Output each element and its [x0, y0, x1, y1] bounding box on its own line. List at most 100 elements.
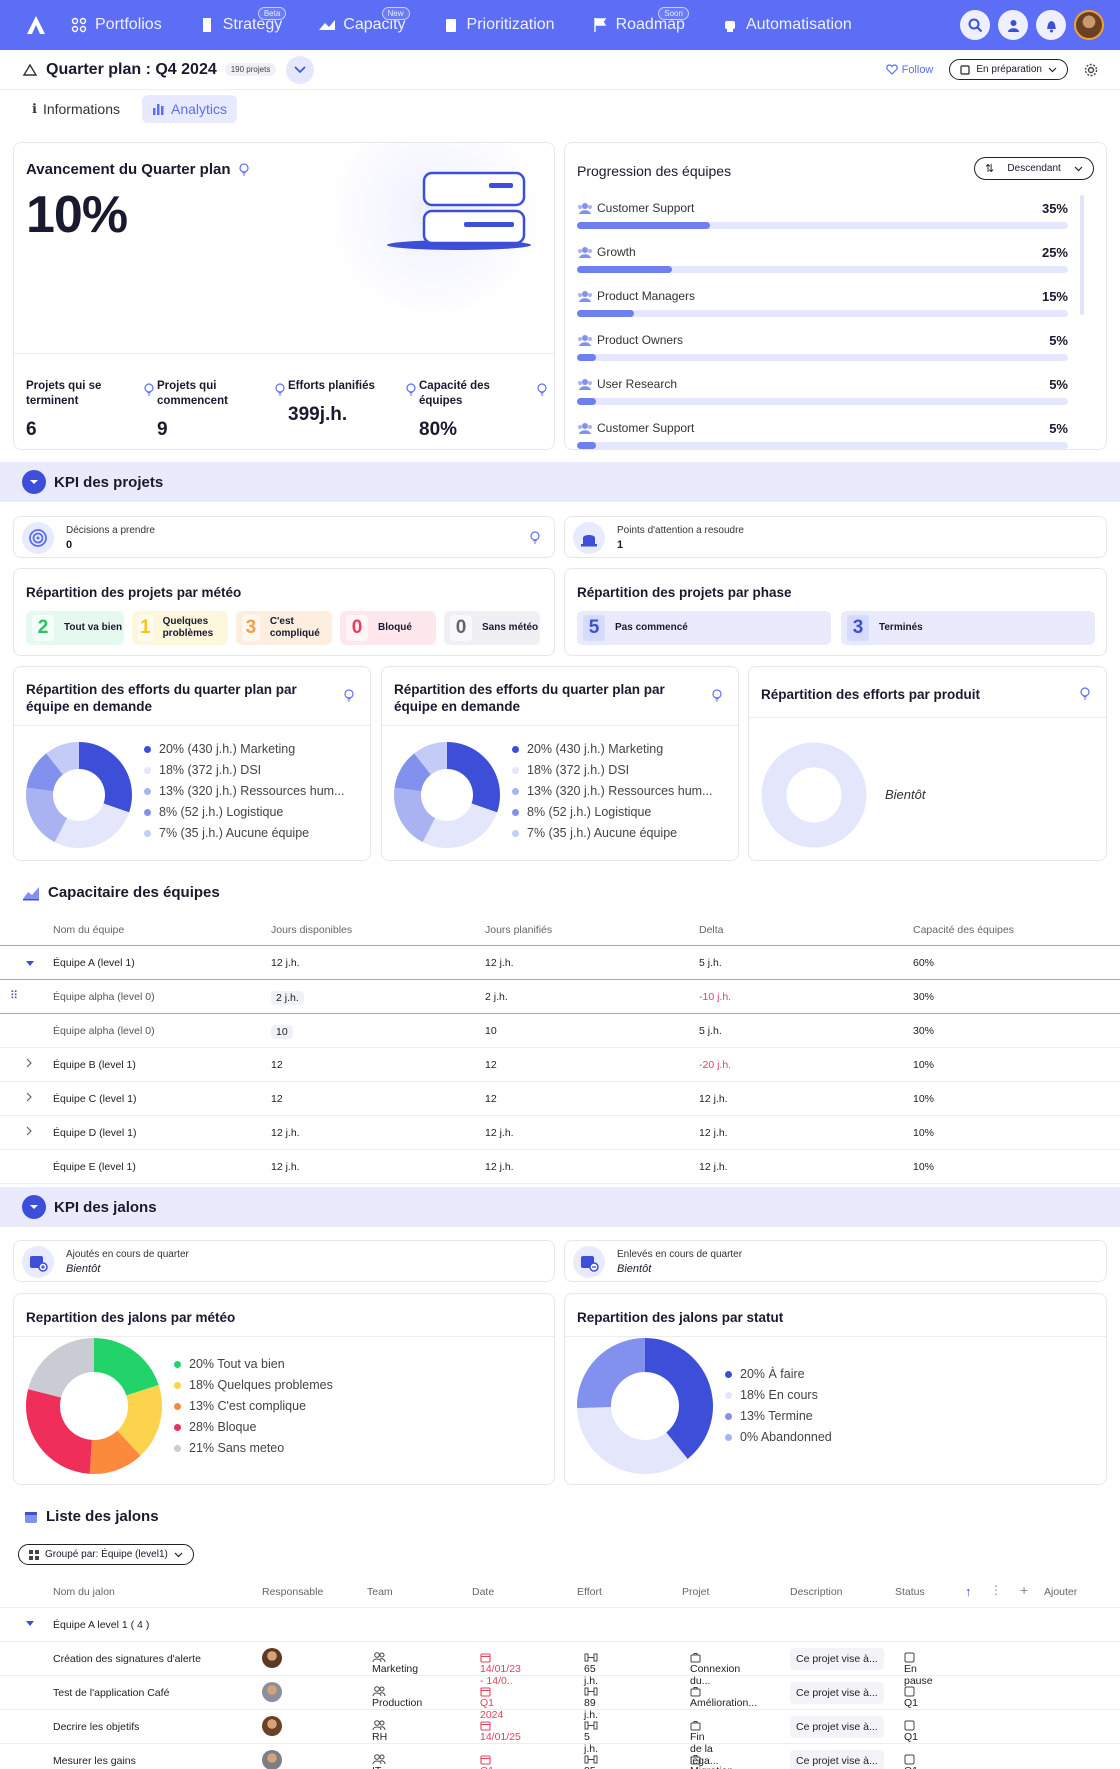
- table-row[interactable]: Test de l'application Café Production Q1 2…: [0, 1676, 1120, 1721]
- more-options-icon[interactable]: ⋮: [990, 1583, 1002, 1597]
- notifications-button[interactable]: [1036, 10, 1066, 40]
- date-chip[interactable]: Q1 2024: [480, 1754, 494, 1769]
- chevron-right-icon[interactable]: [26, 1126, 32, 1139]
- donut-slice[interactable]: [394, 787, 436, 843]
- donut-slice[interactable]: [117, 1384, 162, 1456]
- nav-portfolios[interactable]: Portfolios: [70, 16, 162, 34]
- table-row[interactable]: Équipe C (level 1) 12 12 12 j.h. 10%: [0, 1082, 1120, 1116]
- description-cell[interactable]: Ce projet vise à...: [790, 1682, 884, 1704]
- nav-prioritization[interactable]: Prioritization: [442, 16, 555, 34]
- expand-header-button[interactable]: [286, 55, 315, 84]
- table-row[interactable]: Équipe B (level 1) 12 12 -20 j.h. 10%: [0, 1048, 1120, 1082]
- avatar[interactable]: [262, 1750, 282, 1769]
- phase-chip-not-started[interactable]: 5 Pas commencé: [577, 611, 831, 645]
- donut-slice[interactable]: [26, 753, 63, 792]
- donut-slice[interactable]: [89, 1430, 141, 1474]
- date-chip[interactable]: 14/01/23 - 14/0..: [480, 1652, 521, 1687]
- tab-analytics[interactable]: Analytics: [142, 95, 238, 123]
- lightbulb-icon[interactable]: [238, 163, 249, 176]
- description-cell[interactable]: Ce projet vise à...: [790, 1750, 884, 1769]
- kpi-jalons-section[interactable]: KPI des jalons: [0, 1187, 1120, 1227]
- donut-slice[interactable]: [577, 1338, 645, 1409]
- lightbulb-icon[interactable]: [712, 689, 722, 702]
- table-row[interactable]: Création des signatures d'alerte Marketin…: [0, 1642, 1120, 1687]
- table-row[interactable]: Decrire les objetifs RH 14/01/25 5 j.h. Fin …: [0, 1710, 1120, 1767]
- effort-chip[interactable]: 89 j.h.: [584, 1686, 598, 1721]
- description-cell[interactable]: Ce projet vise à...: [790, 1716, 884, 1738]
- donut-slice[interactable]: [447, 742, 500, 813]
- lightbulb-icon[interactable]: [537, 383, 547, 396]
- column-header[interactable]: Team: [367, 1586, 393, 1598]
- effort-chip[interactable]: 5 j.h.: [584, 1720, 598, 1755]
- status-dropdown[interactable]: En préparation: [949, 59, 1068, 80]
- column-header[interactable]: Effort: [577, 1586, 602, 1598]
- days-available[interactable]: 12: [271, 1059, 283, 1071]
- donut-slice[interactable]: [46, 742, 79, 775]
- team-chip[interactable]: Production: [372, 1686, 422, 1709]
- column-header[interactable]: Jours disponibles: [271, 924, 353, 936]
- collapse-button[interactable]: [22, 1195, 46, 1219]
- column-header[interactable]: Jours planifiés: [485, 924, 553, 936]
- lightbulb-icon[interactable]: [275, 383, 285, 396]
- lightbulb-icon[interactable]: [530, 531, 540, 544]
- team-chip[interactable]: Marketing: [372, 1652, 418, 1675]
- scrollbar[interactable]: [1080, 195, 1084, 315]
- meteo-chip[interactable]: 1 Quelques problèmes: [132, 611, 228, 645]
- description-cell[interactable]: Ce projet vise à...: [790, 1648, 884, 1670]
- status-chip[interactable]: Q1: [904, 1720, 918, 1743]
- column-header[interactable]: Status: [895, 1586, 925, 1598]
- donut-slice[interactable]: [645, 1338, 713, 1459]
- effort-chip[interactable]: 65 j.h.: [584, 1652, 598, 1687]
- team-chip[interactable]: RH: [372, 1720, 387, 1743]
- team-chip[interactable]: IT: [372, 1754, 386, 1769]
- follow-button[interactable]: Follow: [885, 64, 933, 76]
- days-available[interactable]: 12 j.h.: [271, 957, 300, 969]
- project-chip[interactable]: Migration de...: [690, 1754, 733, 1769]
- donut-slice[interactable]: [94, 1338, 159, 1396]
- add-column-button[interactable]: Ajouter: [1044, 1586, 1078, 1598]
- column-header[interactable]: Delta: [699, 924, 724, 936]
- lightbulb-icon[interactable]: [344, 689, 354, 702]
- donut-slice[interactable]: [79, 742, 132, 813]
- collapse-button[interactable]: [22, 470, 46, 494]
- table-row[interactable]: Mesurer les gains IT Q1 2024 85 j.h. Migrati…: [0, 1744, 1120, 1769]
- donut-slice[interactable]: [577, 1407, 688, 1474]
- group-by-dropdown[interactable]: Groupé par: Équipe (level1): [18, 1544, 194, 1565]
- lightbulb-icon[interactable]: [1080, 687, 1090, 700]
- tab-informations[interactable]: ℹ Informations: [22, 95, 130, 123]
- app-logo[interactable]: [16, 10, 56, 40]
- column-header[interactable]: Responsable: [262, 1586, 324, 1598]
- chevron-right-icon[interactable]: [26, 1092, 32, 1105]
- donut-slice[interactable]: [26, 787, 68, 843]
- profile-button[interactable]: [998, 10, 1028, 40]
- caret-down-icon[interactable]: [26, 1618, 34, 1630]
- drag-handle-icon[interactable]: ⠿: [10, 990, 19, 1002]
- nav-strategy[interactable]: Strategy Beta: [198, 7, 287, 34]
- column-header[interactable]: Projet: [682, 1586, 710, 1598]
- donut-slice[interactable]: [28, 1338, 94, 1398]
- chevron-right-icon[interactable]: [26, 1058, 32, 1071]
- table-row[interactable]: Équipe A (level 1) 12 j.h. 12 j.h. 5 j.h. 60…: [0, 946, 1120, 980]
- avatar[interactable]: [262, 1716, 282, 1736]
- table-row[interactable]: Équipe E (level 1) 12 j.h. 12 j.h. 12 j.h. 1…: [0, 1150, 1120, 1184]
- search-button[interactable]: [960, 10, 990, 40]
- donut-slice[interactable]: [26, 1389, 92, 1474]
- column-header[interactable]: Description: [790, 1586, 843, 1598]
- effort-chip[interactable]: 85 j.h.: [584, 1754, 598, 1769]
- days-available[interactable]: 10: [271, 1025, 293, 1039]
- table-row[interactable]: ⠿ Équipe alpha (level 0) 2 j.h. 2 j.h. -10 j…: [0, 980, 1120, 1014]
- project-chip[interactable]: Fin de la lega...: [690, 1720, 719, 1767]
- nav-capacity[interactable]: Capacity New: [318, 7, 410, 34]
- avatar[interactable]: [262, 1648, 282, 1668]
- phase-chip-done[interactable]: 3 Terminés: [841, 611, 1095, 645]
- project-chip[interactable]: Connexion du...: [690, 1652, 740, 1687]
- date-chip[interactable]: Q1 2024: [480, 1686, 503, 1721]
- days-available[interactable]: 12 j.h.: [271, 1161, 300, 1173]
- column-header[interactable]: Capacité des équipes: [913, 924, 1014, 936]
- table-row[interactable]: Équipe alpha (level 0) 10 10 5 j.h. 30%: [0, 1014, 1120, 1048]
- sort-up-icon[interactable]: ↑: [965, 1584, 972, 1599]
- date-chip[interactable]: 14/01/25: [480, 1720, 521, 1743]
- meteo-chip[interactable]: 0 Bloqué: [340, 611, 436, 645]
- meteo-chip[interactable]: 3 C'est compliqué: [236, 611, 332, 645]
- caret-down-icon[interactable]: [26, 958, 34, 970]
